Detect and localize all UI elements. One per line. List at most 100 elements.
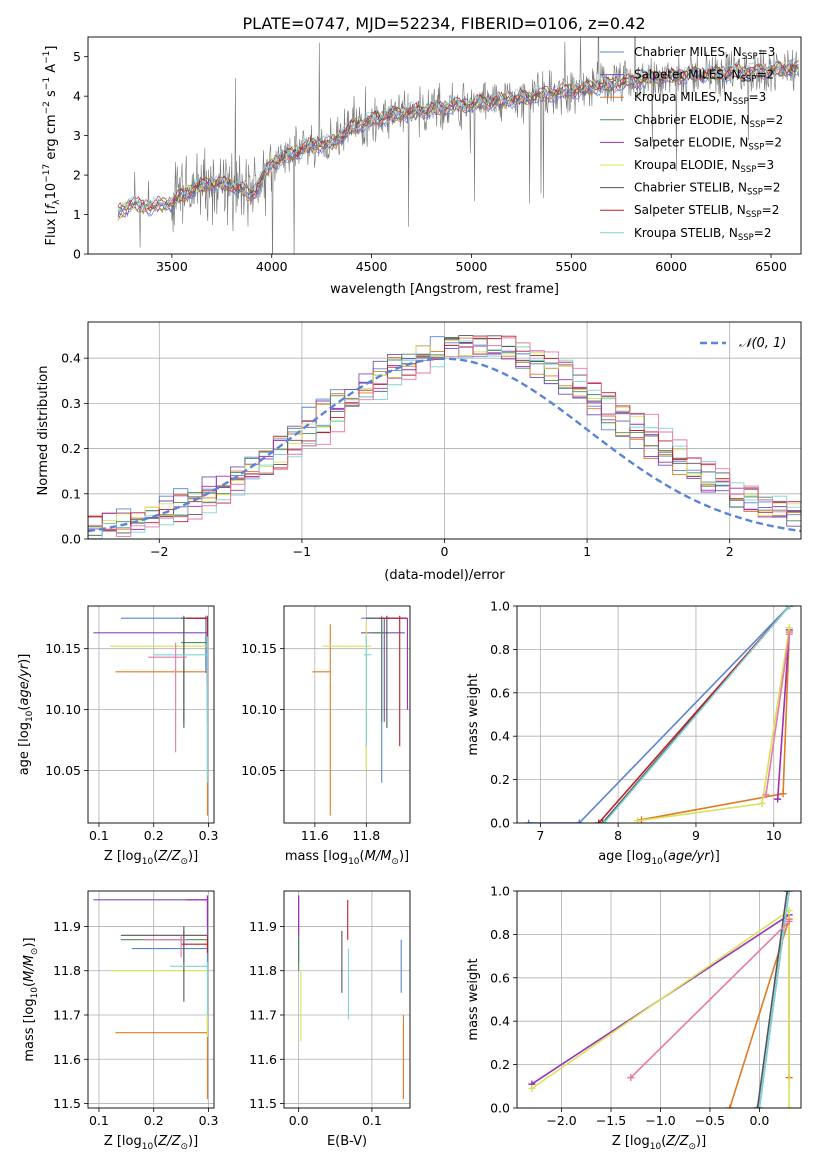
y-tick-label: 11.8 <box>249 963 277 978</box>
weight-marker <box>762 791 770 799</box>
x-axis-label: age [log10(age/yr)] <box>598 849 720 867</box>
x-tick-label: 0.2 <box>144 828 164 843</box>
x-tick-label: 1 <box>583 544 591 559</box>
x-tick-label: 3500 <box>156 259 188 274</box>
x-axis-label: (data-model)/error <box>384 568 505 583</box>
y-axis-label: mass weight <box>466 958 481 1040</box>
axes-frame <box>283 890 411 1109</box>
y-tick-label: 11.5 <box>249 1096 277 1111</box>
x-axis-label: mass [log10(M/M⊙)] <box>285 849 409 867</box>
x-tick-label: 0 <box>441 544 449 559</box>
y-tick-label: 2 <box>73 168 81 183</box>
x-tick-label: 5000 <box>456 259 488 274</box>
y-tick-label: 0.0 <box>61 532 81 547</box>
plot-area <box>525 606 793 823</box>
panel-mass-vs-Z: 0.1 0.2 0.3 11.5 11.6 11.7 11.8 11.9 Z [log10(Z/… <box>22 890 219 1152</box>
axes-frame <box>516 605 802 824</box>
x-tick-label: 4500 <box>356 259 388 274</box>
y-tick-label: 0.2 <box>490 1057 510 1072</box>
x-tick-label: 0.1 <box>362 1113 382 1128</box>
x-tick-label: −0.5 <box>695 1113 725 1128</box>
panel-mass-vs-EBV: 0.0 0.1 11.5 11.6 11.7 11.8 11.9 E(B-V) <box>249 890 411 1149</box>
panel-spectrum: 3500 4000 4500 5000 5500 6000 6500 0 1 2 3 4 5 Chabri… <box>42 36 802 297</box>
x-tick-label: 11.8 <box>352 828 380 843</box>
x-axis-label: E(B-V) <box>327 1134 367 1149</box>
y-tick-label: 0.3 <box>61 396 81 411</box>
legend-entry: Kroupa ELODIE, NSSP=3 <box>634 158 774 175</box>
legend-entry: Salpeter MILES, NSSP=2 <box>634 68 774 85</box>
panel-mass-weight-vs-age: 7 8 9 10 0.0 0.2 0.4 0.6 0.8 1.0 age [log10(age/yr… <box>466 599 802 867</box>
legend-entry: Salpeter ELODIE, NSSP=2 <box>634 135 782 152</box>
x-tick-label: 7 <box>536 828 544 843</box>
y-tick-label: 11.6 <box>53 1052 81 1067</box>
x-tick-label: 11.6 <box>301 828 329 843</box>
axes-frame <box>87 890 215 1109</box>
weight-line <box>765 634 791 795</box>
plot-area <box>312 615 408 816</box>
weight-line <box>630 920 790 1079</box>
axes-frame <box>87 321 802 540</box>
weight-line <box>776 629 791 800</box>
figure-title: PLATE=0747, MJD=52234, FIBERID=0106, z=0… <box>242 14 645 33</box>
weight-marker <box>785 624 793 632</box>
y-tick-label: 0.6 <box>490 970 510 985</box>
x-axis-label: Z [log10(Z/Z⊙)] <box>104 1134 198 1152</box>
weight-marker <box>779 790 787 798</box>
legend-entry: Chabrier ELODIE, NSSP=2 <box>634 113 783 130</box>
x-tick-label: 0.0 <box>749 1113 769 1128</box>
y-tick-label: 3 <box>73 128 81 143</box>
x-tick-label: −1 <box>293 544 311 559</box>
weight-marker <box>525 819 533 823</box>
x-axis-label: Z [log10(Z/Z⊙)] <box>612 1134 706 1152</box>
y-axis-label: mass weight <box>466 673 481 755</box>
y-tick-label: 0.4 <box>490 1014 510 1029</box>
x-tick-label: 5500 <box>555 259 587 274</box>
legend-entry: 𝒩(0, 1) <box>739 336 786 351</box>
y-tick-label: 0.4 <box>61 351 81 366</box>
x-tick-label: 0.3 <box>199 1113 219 1128</box>
y-tick-label: 11.8 <box>53 963 81 978</box>
x-tick-label: 0.2 <box>144 1113 164 1128</box>
plot-area <box>117 37 799 254</box>
y-tick-label: 11.6 <box>249 1052 277 1067</box>
histogram-salpeter-stelib <box>88 335 801 539</box>
weight-marker <box>758 799 766 807</box>
y-tick-label: 10.10 <box>241 702 277 717</box>
y-tick-label: 11.9 <box>249 919 277 934</box>
y-tick-label: 1.0 <box>490 599 510 614</box>
weight-marker <box>528 1084 536 1092</box>
y-tick-label: 0.0 <box>490 1101 510 1116</box>
x-tick-label: −2 <box>150 544 168 559</box>
weight-marker <box>595 819 603 823</box>
axes-frame <box>516 890 802 1109</box>
weight-marker <box>575 819 583 823</box>
legend: 𝒩(0, 1) <box>700 336 786 351</box>
weight-marker <box>785 891 793 895</box>
y-axis-label: Normed distribution <box>36 366 51 496</box>
axes-frame <box>283 605 411 824</box>
plot-area <box>528 891 793 1108</box>
panel-age-vs-Z: 0.1 0.2 0.3 10.05 10.10 10.15 Z [log10(Z/Z⊙)] a… <box>17 605 218 867</box>
legend-entry: Chabrier STELIB, NSSP=2 <box>634 181 781 198</box>
y-tick-label: 1.0 <box>490 884 510 899</box>
x-tick-label: 0.0 <box>289 1113 309 1128</box>
x-tick-label: 2 <box>726 544 734 559</box>
y-tick-label: 0.2 <box>61 441 81 456</box>
panel-age-vs-mass: 11.6 11.8 10.05 10.10 10.15 mass [log10(M/M⊙)… <box>241 605 411 867</box>
axes-frame <box>87 605 215 824</box>
y-axis-label: age [log10(age/yr)] <box>17 654 35 776</box>
y-tick-label: 0.8 <box>490 642 510 657</box>
model-spectrum-kroupa-stelib <box>117 58 799 214</box>
y-tick-label: 0.4 <box>490 729 510 744</box>
y-tick-label: 10.05 <box>241 763 277 778</box>
y-axis-label: mass [log10(M/M⊙)] <box>22 937 40 1061</box>
plot-area <box>93 615 208 816</box>
weight-marker <box>755 1104 763 1108</box>
y-tick-label: 10.10 <box>45 702 81 717</box>
weight-marker <box>726 1104 734 1108</box>
plot-area <box>298 895 404 1100</box>
x-tick-label: 4000 <box>256 259 288 274</box>
x-tick-label: −2.0 <box>546 1113 576 1128</box>
legend-entry: Salpeter STELIB, NSSP=2 <box>634 203 779 220</box>
